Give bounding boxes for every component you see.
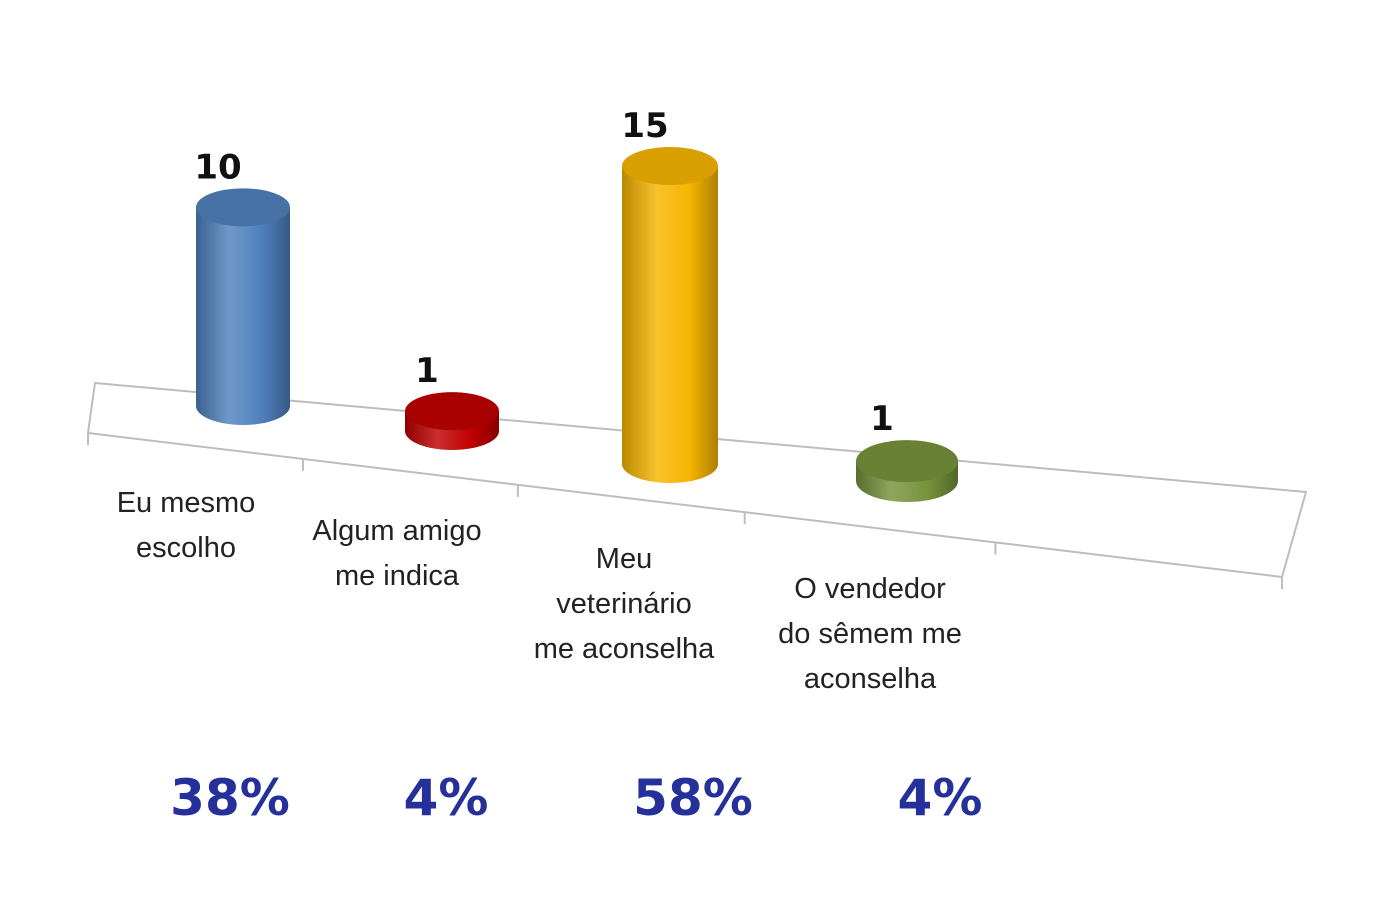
percentage-label: 38% [170,769,290,827]
category-label: O vendedor do sêmem me aconselha [778,573,962,695]
bar-top [196,188,290,227]
data-labels: 10 1 15 1 [194,106,894,439]
bar-top [405,392,499,431]
data-label: 1 [415,351,439,391]
bar-4 [856,440,958,502]
percentage-label: 4% [404,769,489,827]
percentage-labels: 38% 4% 58% 4% [170,769,982,827]
category-label: Algum amigo me indica [312,515,481,592]
category-axis-labels: Eu mesmo escolho Algum amigo me indica Meu ve… [117,487,962,695]
floor-plane [86,381,1308,579]
bar-series [196,147,958,502]
bar-top [856,440,958,483]
category-label: Meu veterinário me aconselha [534,543,715,665]
bar-3 [622,147,718,483]
chart-floor [86,381,1308,589]
category-label: Eu mesmo escolho [117,487,256,564]
bar-1 [196,188,290,425]
bar-2 [405,392,499,450]
data-label: 15 [621,106,668,146]
data-label: 10 [194,147,241,187]
data-label: 1 [870,399,894,439]
bar-body [622,166,718,483]
bar-body [196,207,290,425]
percentage-label: 4% [898,769,983,827]
percentage-label: 58% [633,769,753,827]
bar-top [622,147,718,185]
